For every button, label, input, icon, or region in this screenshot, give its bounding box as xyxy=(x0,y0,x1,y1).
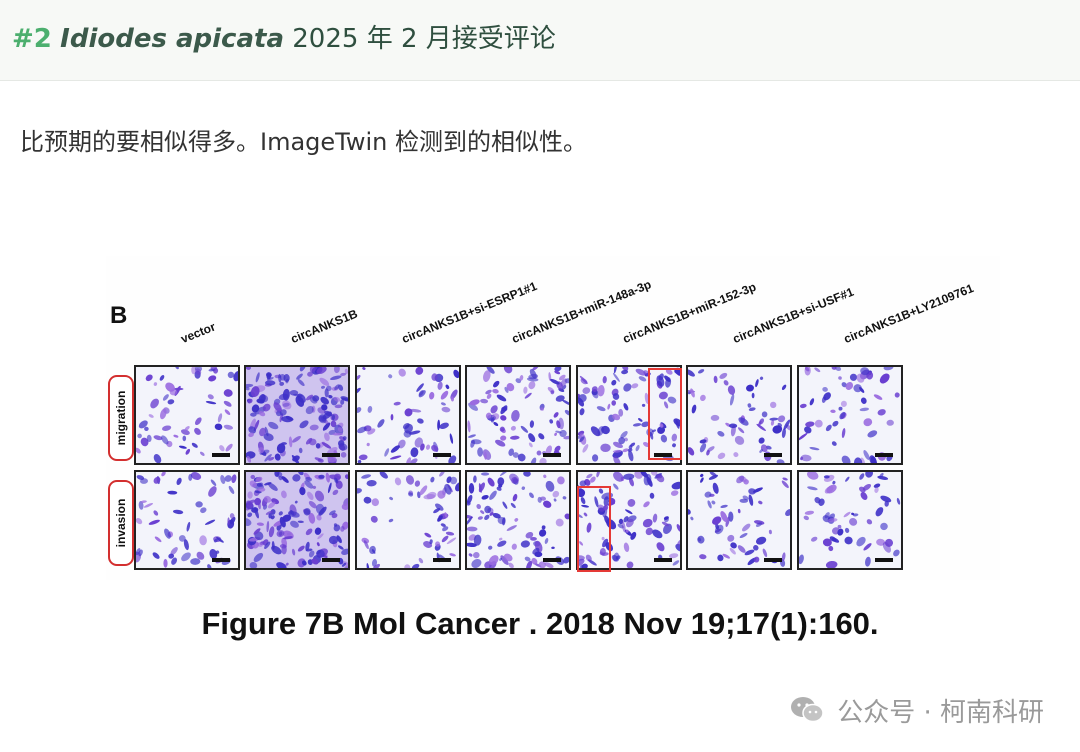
scale-bar xyxy=(875,558,893,562)
scale-bar xyxy=(764,453,782,457)
scale-bar xyxy=(212,558,230,562)
micrograph-migration-2 xyxy=(244,365,350,465)
article-header: #2 Idiodes apicata 2025 年 2 月接受评论 xyxy=(0,0,1080,81)
similarity-highlight xyxy=(577,486,611,572)
scale-bar xyxy=(875,453,893,457)
case-number: #2 xyxy=(12,24,52,54)
scale-bar xyxy=(433,558,451,562)
micrograph-migration-6 xyxy=(686,365,792,465)
scale-bar xyxy=(764,558,782,562)
figure-caption: Figure 7B Mol Cancer . 2018 Nov 19;17(1)… xyxy=(201,606,879,641)
micrograph-migration-7 xyxy=(797,365,903,465)
figure-7b: B vector circANKS1B circANKS1B+si-ESRP1#1 c… xyxy=(106,256,1000,580)
micrograph-migration-5 xyxy=(576,365,682,465)
micrograph-invasion-5 xyxy=(576,470,682,570)
species-name: Idiodes apicata xyxy=(60,24,284,54)
scale-bar xyxy=(322,558,340,562)
scale-bar xyxy=(212,453,230,457)
scale-bar xyxy=(543,558,561,562)
micrograph-migration-4 xyxy=(465,365,571,465)
micrograph-invasion-6 xyxy=(686,470,792,570)
review-date: 2025 年 2 月接受评论 xyxy=(292,24,556,54)
micrograph-invasion-2 xyxy=(244,470,350,570)
micrograph-invasion-4 xyxy=(465,470,571,570)
watermark-text: 公众号 · 柯南科研 xyxy=(837,697,1044,728)
column-label: circANKS1B xyxy=(288,306,360,346)
intro-text: 比预期的要相似得多。ImageTwin 检测到的相似性。 xyxy=(20,128,587,156)
panel-letter: B xyxy=(110,302,128,329)
watermark: 公众号 · 柯南科研 xyxy=(789,692,1044,728)
column-label: circANKS1B+LY2109761 xyxy=(841,281,976,346)
row-label-text: migration xyxy=(114,390,128,446)
column-label: vector xyxy=(178,319,218,346)
micrograph-migration-3 xyxy=(355,365,461,465)
row-label-invasion: invasion xyxy=(108,480,134,566)
scale-bar xyxy=(322,453,340,457)
similarity-highlight xyxy=(648,368,682,460)
wechat-icon xyxy=(789,695,825,725)
scale-bar xyxy=(654,453,672,457)
scale-bar xyxy=(433,453,451,457)
scale-bar xyxy=(543,453,561,457)
scale-bar xyxy=(654,558,672,562)
micrograph-invasion-3 xyxy=(355,470,461,570)
row-label-migration: migration xyxy=(108,375,134,461)
micrograph-migration-1 xyxy=(134,365,240,465)
row-label-text: invasion xyxy=(114,498,128,548)
header-line: #2 Idiodes apicata 2025 年 2 月接受评论 xyxy=(12,20,556,58)
micrograph-invasion-1 xyxy=(134,470,240,570)
micrograph-invasion-7 xyxy=(797,470,903,570)
